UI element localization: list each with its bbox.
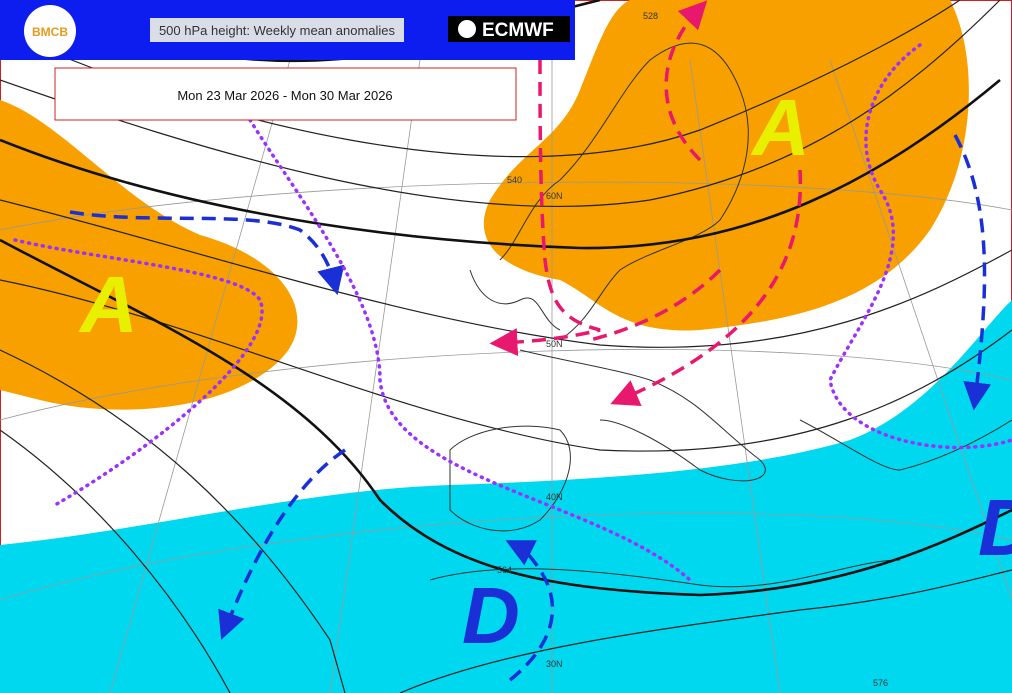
flow-arrows xyxy=(13,0,1012,682)
brand-icon xyxy=(458,20,476,38)
latitude-label: 40N xyxy=(546,492,563,502)
logo-circle xyxy=(24,5,76,57)
date-range: Mon 23 Mar 2026 - Mon 30 Mar 2026 xyxy=(177,88,392,103)
contour-label: 576 xyxy=(873,678,888,688)
anomaly-label: A xyxy=(750,83,810,172)
coastlines xyxy=(429,42,1012,588)
anomaly-label: D xyxy=(978,483,1012,572)
title-box xyxy=(150,18,404,42)
title: 500 hPa height: Weekly mean anomalies xyxy=(159,23,396,38)
latitude-label: 30N xyxy=(546,659,563,669)
anomaly-label: D xyxy=(462,571,520,660)
contour-label: 540 xyxy=(507,175,522,185)
contour-label: 528 xyxy=(643,11,658,21)
contour-label: 564 xyxy=(497,565,512,575)
anomaly-label: A xyxy=(78,260,138,349)
date-box xyxy=(54,67,517,121)
latitude-label: 50N xyxy=(546,339,563,349)
logo-text: BMCB xyxy=(32,25,68,39)
latitude-label: 60N xyxy=(546,191,563,201)
positive-anomaly-west xyxy=(0,100,298,410)
brand: ECMWF xyxy=(482,20,554,41)
negative-anomaly xyxy=(0,300,1012,693)
graticule xyxy=(0,59,1012,693)
